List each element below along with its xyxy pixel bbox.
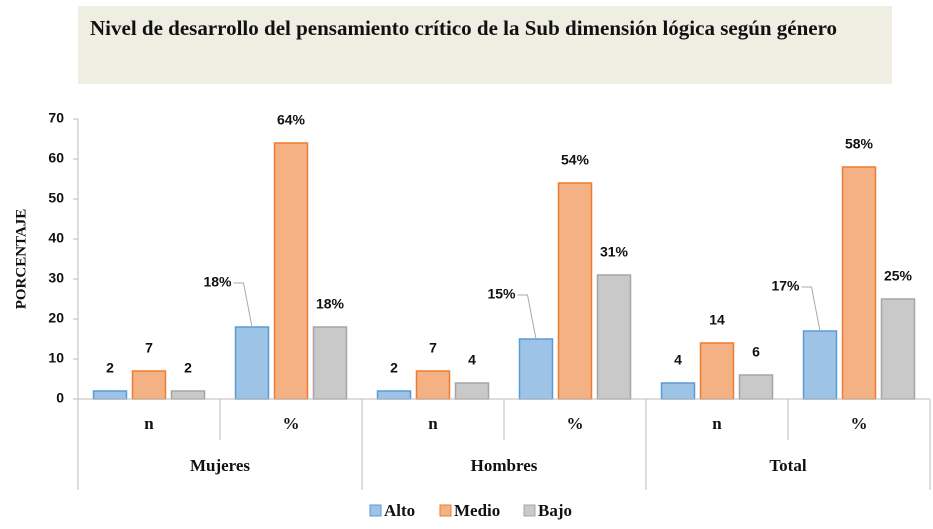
legend-label: Medio: [454, 501, 500, 520]
group-label: Total: [769, 456, 806, 475]
x-tick-label: %: [851, 414, 868, 433]
legend-swatch: [523, 504, 536, 517]
bar: [802, 330, 838, 400]
legend-swatch: [369, 504, 382, 517]
data-label: 7: [429, 340, 437, 356]
data-label: 2: [390, 360, 398, 376]
bar: [518, 338, 554, 400]
bar: [454, 382, 490, 400]
bar: [841, 166, 877, 400]
data-label: 25%: [884, 268, 913, 284]
data-label: 6: [752, 344, 760, 360]
data-label: 31%: [600, 244, 629, 260]
y-tick-label: 50: [48, 190, 64, 206]
leader-line: [801, 286, 821, 332]
group-label: Hombres: [471, 456, 538, 475]
x-tick-label: n: [144, 414, 154, 433]
data-label: 58%: [845, 136, 874, 152]
y-tick-label: 70: [48, 110, 64, 126]
data-label: 14: [709, 312, 725, 328]
bar: [596, 274, 632, 400]
legend-label: Alto: [384, 501, 415, 520]
bar: [234, 326, 270, 400]
y-tick-label: 20: [48, 310, 64, 326]
y-tick-label: 30: [48, 270, 64, 286]
bar: [312, 326, 348, 400]
group-label: Mujeres: [190, 456, 250, 475]
data-label: 2: [184, 360, 192, 376]
bar: [273, 142, 309, 400]
legend-label: Bajo: [538, 501, 572, 520]
chart-title: Nivel de desarrollo del pensamiento crít…: [78, 6, 892, 84]
data-label: 17%: [771, 278, 800, 294]
x-tick-label: %: [567, 414, 584, 433]
x-tick-label: n: [712, 414, 722, 433]
y-tick-label: 10: [48, 350, 64, 366]
data-label: 2: [106, 360, 114, 376]
bar: [738, 374, 774, 400]
bar: [376, 390, 412, 400]
data-label: 7: [145, 340, 153, 356]
bar: [699, 342, 735, 400]
y-tick-label: 60: [48, 150, 64, 166]
legend-swatch: [439, 504, 452, 517]
data-label: 18%: [203, 274, 232, 290]
data-label: 4: [674, 352, 682, 368]
x-tick-label: %: [283, 414, 300, 433]
bar: [557, 182, 593, 400]
y-tick-label: 40: [48, 230, 64, 246]
y-tick-label: 0: [56, 390, 64, 406]
data-label: 54%: [561, 152, 590, 168]
bar: [880, 298, 916, 400]
bar: [415, 370, 451, 400]
bar: [131, 370, 167, 400]
data-label: 15%: [487, 286, 516, 302]
leader-line: [233, 282, 253, 328]
data-label: 64%: [277, 112, 306, 128]
bar: [92, 390, 128, 400]
data-label: 18%: [316, 296, 345, 312]
y-axis-label: PORCENTAJE: [13, 209, 29, 310]
bar: [660, 382, 696, 400]
bar: [170, 390, 206, 400]
leader-line: [517, 294, 537, 340]
x-tick-label: n: [428, 414, 438, 433]
data-label: 4: [468, 352, 476, 368]
